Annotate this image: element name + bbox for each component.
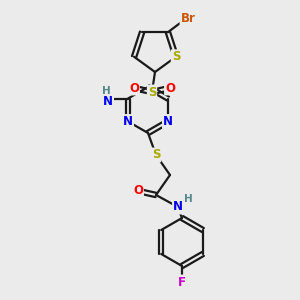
Text: H: H: [184, 194, 192, 204]
Text: N: N: [103, 95, 113, 108]
Text: O: O: [129, 82, 139, 94]
Text: H: H: [102, 86, 110, 97]
Text: O: O: [165, 82, 175, 94]
Text: N: N: [123, 115, 133, 128]
Text: N: N: [163, 115, 173, 128]
Text: S: S: [148, 85, 156, 98]
Text: S: S: [172, 50, 180, 63]
Text: F: F: [178, 275, 186, 289]
Text: Br: Br: [181, 12, 195, 25]
Text: N: N: [173, 200, 183, 214]
Text: S: S: [152, 148, 160, 161]
Text: O: O: [133, 184, 143, 197]
